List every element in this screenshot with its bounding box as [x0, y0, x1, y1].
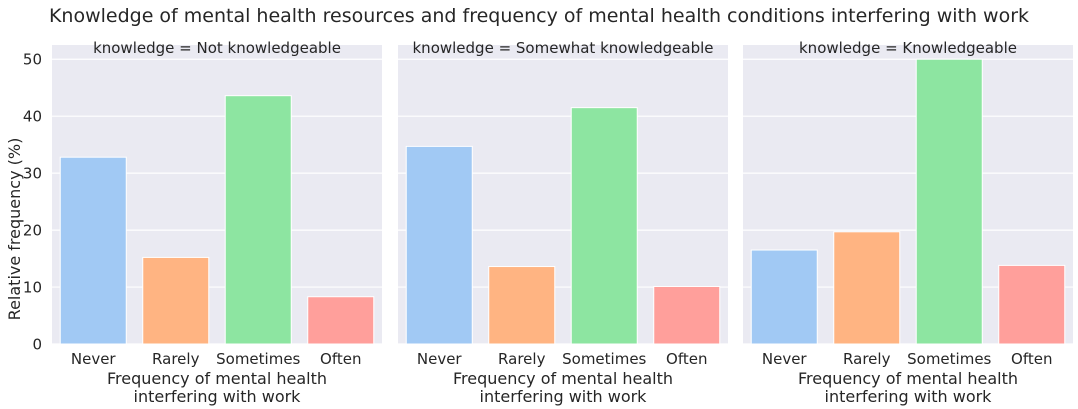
bar-often	[307, 296, 375, 345]
panel-title: knowledge = Not knowledgeable	[93, 39, 341, 57]
y-tick-label: 40	[23, 108, 42, 126]
panel-2: Never Rarely Sometimes Often knowledge = Som…	[398, 39, 728, 406]
panel-1: 0 10 20 30 40 50 Never Rarely Sometimes Often know…	[23, 39, 382, 406]
x-tick-label: Rarely	[498, 350, 546, 368]
x-tick-label: Sometimes	[907, 350, 991, 368]
x-axis-label: Frequency of mental health interfering wi…	[453, 369, 673, 406]
x-tick-label: Often	[320, 350, 361, 368]
bar-often	[998, 264, 1066, 345]
panel-3: Never Rarely Sometimes Often knowledge = Kno…	[743, 39, 1073, 406]
bar-never	[750, 249, 818, 345]
bar-often	[653, 285, 721, 345]
bar-rarely	[833, 231, 901, 345]
figure-title: Knowledge of mental health resources and…	[49, 5, 1029, 27]
bar-sometimes	[224, 95, 292, 345]
bar-never	[405, 145, 473, 345]
x-tick-label: Never	[762, 350, 808, 368]
bar-sometimes	[915, 58, 983, 345]
panel-title: knowledge = Somewhat knowledgeable	[413, 39, 714, 57]
y-tick-label: 0	[32, 336, 42, 354]
y-tick-label: 10	[23, 279, 42, 297]
y-axis-label: Relative frequency (%)	[5, 138, 24, 321]
panel-title: knowledge = Knowledgeable	[799, 39, 1017, 57]
x-tick-label: Never	[71, 350, 117, 368]
bar-never	[59, 156, 127, 345]
x-tick-label: Rarely	[152, 350, 200, 368]
x-tick-label: Sometimes	[216, 350, 300, 368]
x-axis-label: Frequency of mental health interfering wi…	[107, 369, 327, 406]
y-tick-label: 50	[23, 51, 42, 69]
bar-rarely	[142, 256, 210, 345]
panels: 0 10 20 30 40 50 Never Rarely Sometimes Often know…	[23, 39, 1073, 406]
x-tick-label: Often	[1011, 350, 1052, 368]
bar-rarely	[488, 266, 556, 345]
x-tick-label: Sometimes	[562, 350, 646, 368]
x-tick-label: Rarely	[843, 350, 891, 368]
x-tick-label: Never	[417, 350, 463, 368]
y-tick-label: 30	[23, 165, 42, 183]
bar-sometimes	[570, 107, 638, 345]
y-tick-label: 20	[23, 222, 42, 240]
x-axis-label: Frequency of mental health interfering wi…	[798, 369, 1018, 406]
x-tick-label: Often	[666, 350, 707, 368]
